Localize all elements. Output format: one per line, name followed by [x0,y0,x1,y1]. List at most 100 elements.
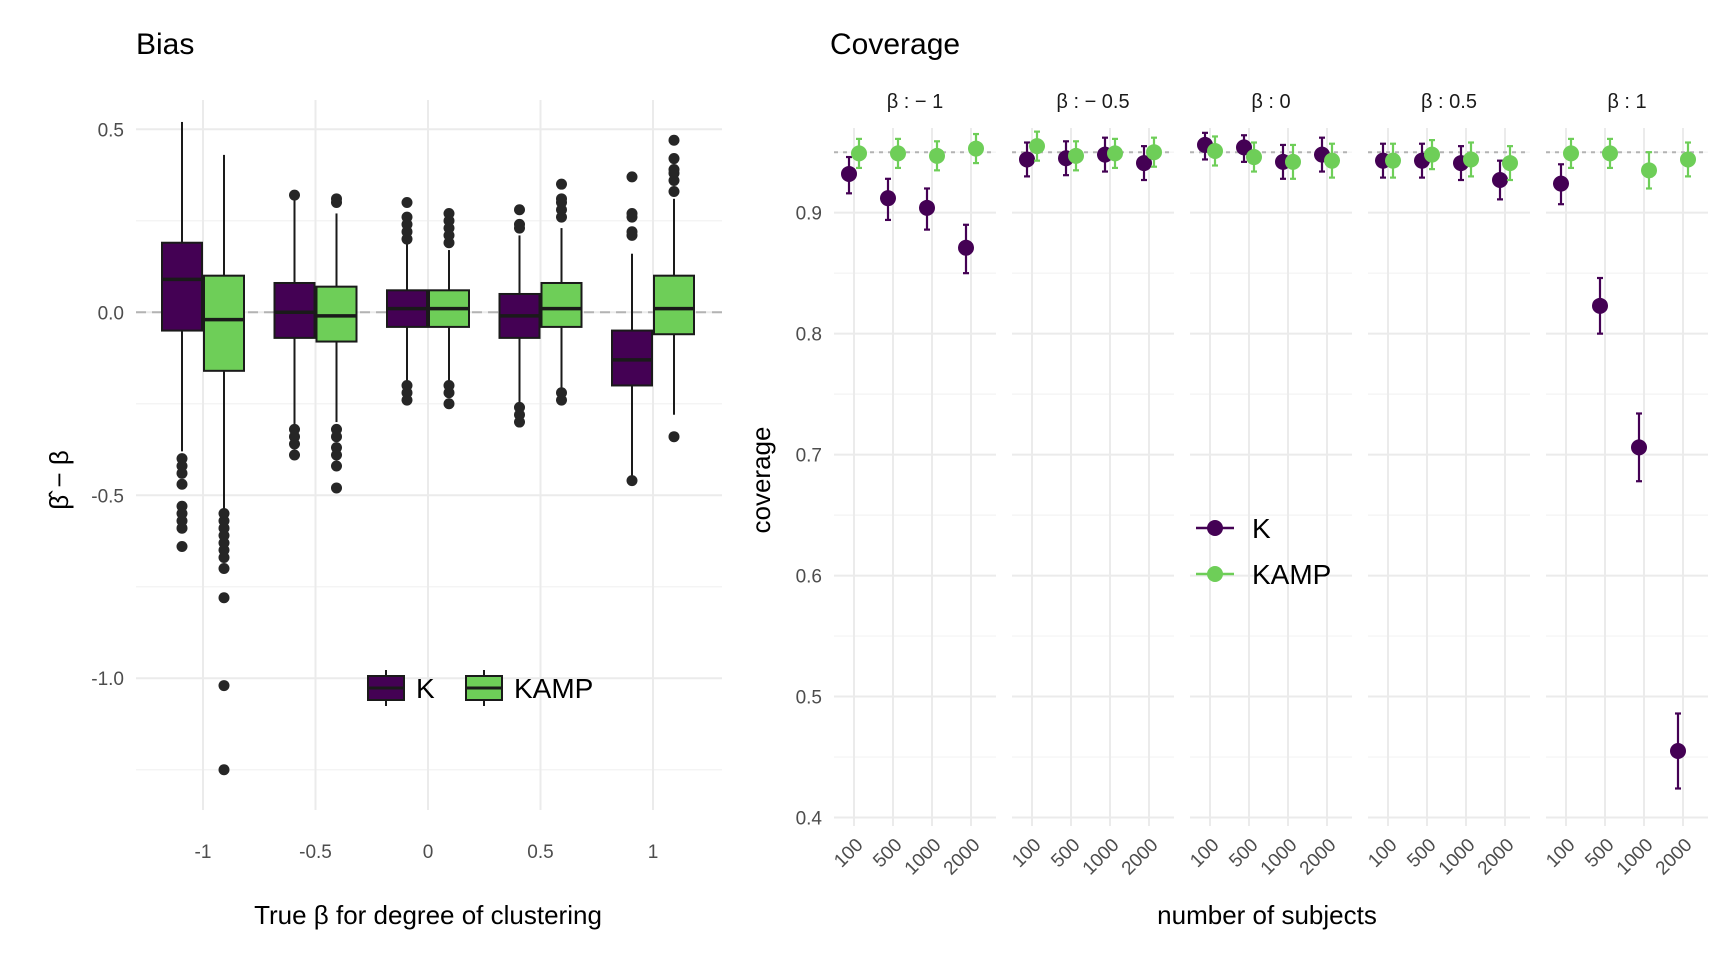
coverage-point-k [1136,145,1152,182]
coverage-estimate-dot [929,147,945,164]
bias-outlier-point [668,153,680,165]
coverage-point-kamp [1324,142,1340,179]
bias-outlier-point [218,592,230,604]
coverage-x-tick-label: 500 [1403,835,1440,872]
coverage-estimate-dot [1136,155,1152,172]
coverage-estimate-dot [1424,146,1440,163]
bias-outlier-point [668,185,680,197]
coverage-x-tick-label: 2000 [1474,835,1519,880]
coverage-estimate-dot [1592,297,1608,314]
coverage-estimate-dot [1019,151,1035,168]
bias-outlier-point [176,522,188,534]
coverage-estimate-dot [1680,151,1696,168]
bias-outlier-point [331,482,342,494]
coverage-x-tick-label: 100 [1364,835,1401,872]
coverage-estimate-dot [841,165,857,182]
bias-outlier-point [289,189,300,201]
bias-y-tick-label: -1.0 [91,669,124,690]
bias-y-tick-label: 0.5 [98,120,124,141]
coverage-facet-strip-label: β : 1 [1607,91,1646,113]
coverage-point-kamp [929,140,945,172]
coverage-point-k [1592,276,1608,335]
coverage-y-tick-label: 0.4 [796,809,823,830]
coverage-estimate-dot [1670,742,1686,759]
coverage-point-kamp [1107,137,1123,170]
bias-box-iqr [315,285,358,343]
coverage-x-tick-label: 1000 [901,835,946,880]
coverage-point-k [1492,159,1508,201]
coverage-point-k [1019,141,1035,178]
bias-outlier-point [401,394,413,406]
coverage-point-kamp [1385,142,1401,179]
bias-outlier-point [443,207,455,219]
coverage-point-k [1553,163,1569,206]
coverage-point-k [841,155,857,195]
bias-outlier-point [331,449,342,461]
coverage-point-kamp [968,132,984,165]
legend-label-kamp: KAMP [1252,559,1331,590]
coverage-estimate-dot [1492,172,1508,189]
coverage-point-kamp [1563,137,1579,170]
coverage-estimate-dot [1068,147,1084,164]
coverage-point-k [919,187,935,231]
coverage-estimate-dot [968,140,984,157]
bias-outlier-point [401,211,413,223]
bias-box-kamp-0 [428,207,470,410]
coverage-x-tick-label: 1000 [1079,835,1124,880]
legend-label-k: K [1252,513,1271,544]
bias-x-axis-label: True β for degree of clustering [254,900,602,930]
coverage-point-kamp [1502,145,1518,182]
bias-outlier-point [218,680,230,692]
bias-outlier-point [218,764,230,776]
bias-outlier-point [668,164,680,176]
bias-box-iqr [540,281,583,328]
bias-outlier-point [514,218,525,230]
coverage-point-kamp [890,137,906,170]
coverage-estimate-dot [880,190,896,207]
bias-x-tick-label: -1 [195,842,212,863]
bias-box-iqr [161,241,203,332]
coverage-x-tick-label: 2000 [1118,835,1163,880]
coverage-estimate-dot [958,239,974,256]
coverage-point-k [1631,412,1647,483]
coverage-facet-strip-label: β : − 1 [887,91,944,113]
bias-outlier-point [556,193,567,205]
coverage-point-kamp [851,137,867,170]
bias-box-kamp--1 [203,154,245,776]
bias-box-kamp-0.5 [540,178,583,406]
coverage-y-tick-labels: 0.4 0.5 0.6 0.7 0.8 0.9 [796,204,823,830]
bias-outlier-point [668,134,680,146]
bias-outlier-point [514,416,525,428]
bias-box-k-1 [611,171,653,487]
bias-x-tick-label: 0 [423,842,434,863]
coverage-y-tick-label: 0.9 [796,204,822,225]
coverage-x-tick-label: 1000 [1435,835,1480,880]
coverage-point-kamp [1463,141,1479,178]
coverage-estimate-dot [1385,152,1401,169]
bias-outlier-point [176,467,188,479]
bias-outlier-point [626,207,638,219]
bias-legend: K KAMP [367,670,593,706]
bias-outlier-point [626,475,638,487]
coverage-x-tick-label: 500 [1047,835,1084,872]
bias-outlier-point [514,204,525,216]
bias-boxes [161,121,695,776]
bias-box-k-0 [386,196,428,406]
bias-outlier-point [331,431,342,443]
coverage-point-kamp [1424,138,1440,171]
coverage-facet-strip-label: β : − 0.5 [1056,91,1129,113]
coverage-estimate-dot [1246,149,1262,166]
bias-x-tick-labels: -1 -0.5 0 0.5 1 [195,842,659,863]
bias-x-tick-label: -0.5 [299,842,332,863]
coverage-estimate-dot [1502,155,1518,172]
coverage-point-kamp [1680,141,1696,178]
bias-box-iqr [653,274,695,336]
coverage-x-axis-label: number of subjects [1157,900,1377,930]
coverage-point-k [1670,712,1686,790]
coverage-point-kamp [1246,141,1262,173]
